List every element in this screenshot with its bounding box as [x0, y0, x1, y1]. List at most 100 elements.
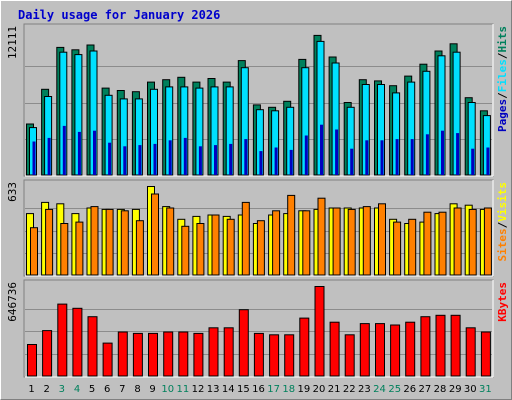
chart-title: Daily usage for January 2026	[18, 8, 221, 22]
bar-pages-day-23	[365, 140, 369, 175]
bar-kbytes-day-23	[359, 323, 370, 377]
bar-sites-day-10	[166, 207, 175, 276]
bar-sites-day-22	[347, 208, 356, 276]
x-tick-day-24: 24	[373, 384, 386, 395]
bar-pages-day-27	[425, 134, 429, 175]
bar-kbytes-day-3	[57, 303, 68, 377]
middle-panel: 633 Sites/Visits	[6, 179, 509, 277]
bar-pages-day-15	[244, 139, 248, 175]
legend-separator: /	[496, 221, 509, 228]
legend-visits: Visits	[496, 182, 509, 222]
bar-kbytes-day-14	[223, 327, 234, 377]
bar-pages-day-6	[108, 142, 112, 175]
bar-sites-day-8	[135, 220, 144, 276]
bar-kbytes-day-12	[193, 332, 204, 377]
x-tick-day-4: 4	[74, 384, 80, 395]
bar-kbytes-day-21	[329, 321, 340, 377]
middle-legend: Sites/Visits	[496, 182, 509, 262]
bar-pages-day-24	[380, 140, 384, 175]
bar-sites-day-12	[196, 223, 205, 276]
x-tick-day-29: 29	[449, 384, 462, 395]
x-tick-day-9: 9	[149, 384, 155, 395]
x-tick-day-17: 17	[267, 384, 280, 395]
bar-sites-day-5	[90, 206, 99, 276]
bar-sites-day-3	[60, 223, 69, 276]
bar-sites-day-16	[256, 220, 265, 276]
bar-kbytes-day-26	[405, 321, 416, 377]
bar-pages-day-10	[168, 140, 172, 175]
bar-kbytes-day-24	[375, 323, 385, 377]
bar-pages-day-9	[153, 143, 157, 175]
bar-sites-day-11	[181, 225, 190, 276]
x-tick-day-13: 13	[207, 384, 220, 395]
bar-sites-day-15	[241, 201, 250, 276]
x-tick-day-16: 16	[252, 384, 265, 395]
bar-kbytes-day-15	[238, 309, 249, 377]
bar-kbytes-day-19	[299, 317, 310, 377]
middle-y-max-label: 633	[6, 182, 19, 202]
bar-sites-day-4	[75, 221, 84, 276]
bar-sites-day-23	[362, 206, 371, 276]
bar-kbytes-day-5	[87, 316, 98, 377]
x-tick-day-25: 25	[388, 384, 401, 395]
bar-kbytes-day-17	[269, 334, 280, 377]
bar-pages-day-11	[183, 137, 187, 175]
bar-pages-day-21	[335, 129, 339, 175]
bar-sites-day-2	[45, 208, 54, 276]
bar-sites-day-25	[393, 221, 402, 276]
x-tick-day-26: 26	[403, 384, 416, 395]
bar-pages-day-29	[456, 133, 460, 175]
bar-pages-day-18	[289, 149, 293, 175]
bar-sites-day-7	[120, 210, 129, 276]
bar-kbytes-day-4	[72, 307, 83, 377]
bar-sites-day-21	[332, 207, 341, 276]
bar-kbytes-day-16	[253, 332, 264, 377]
bar-sites-day-20	[317, 197, 326, 276]
bar-sites-day-14	[226, 218, 235, 276]
x-tick-day-31: 31	[479, 384, 492, 395]
top-legend: Pages/Files/Hits	[496, 26, 509, 132]
bar-pages-day-26	[410, 139, 414, 175]
bar-pages-day-4	[77, 131, 81, 175]
x-tick-day-11: 11	[177, 384, 190, 395]
bar-kbytes-day-8	[132, 332, 143, 377]
bar-pages-day-22	[350, 148, 354, 175]
x-tick-day-7: 7	[119, 384, 125, 395]
bar-pages-day-12	[198, 146, 202, 175]
bar-sites-day-17	[272, 210, 281, 276]
x-tick-day-21: 21	[328, 384, 341, 395]
x-tick-day-27: 27	[419, 384, 432, 395]
bar-pages-day-25	[395, 139, 399, 175]
bar-pages-day-14	[229, 143, 233, 175]
bar-sites-day-27	[423, 211, 432, 276]
x-tick-day-5: 5	[89, 384, 95, 395]
x-tick-day-15: 15	[237, 384, 250, 395]
bar-pages-day-3	[62, 125, 66, 175]
x-tick-day-20: 20	[313, 384, 326, 395]
bar-kbytes-day-9	[148, 332, 158, 377]
bar-kbytes-day-1	[27, 344, 37, 377]
bar-pages-day-30	[471, 148, 475, 175]
bar-pages-day-13	[214, 145, 217, 175]
bar-sites-day-19	[302, 210, 311, 276]
bar-sites-day-6	[105, 208, 114, 276]
x-tick-day-2: 2	[44, 384, 50, 395]
bar-kbytes-day-6	[102, 342, 113, 377]
bar-kbytes-day-10	[163, 331, 174, 377]
bar-kbytes-day-13	[208, 327, 219, 377]
x-tick-day-12: 12	[192, 384, 205, 395]
x-tick-day-30: 30	[464, 384, 477, 395]
legend-files: Files	[496, 59, 509, 92]
x-tick-day-10: 10	[161, 384, 174, 395]
bar-sites-day-9	[151, 193, 159, 276]
bar-pages-day-8	[138, 145, 142, 175]
bar-sites-day-13	[211, 214, 220, 276]
bar-pages-day-31	[486, 147, 490, 175]
x-tick-day-18: 18	[282, 384, 295, 395]
x-tick-day-28: 28	[434, 384, 447, 395]
bar-kbytes-day-18	[284, 334, 295, 377]
bar-kbytes-day-30	[465, 327, 476, 377]
bar-pages-day-20	[320, 124, 323, 175]
bar-sites-day-1	[30, 227, 38, 276]
